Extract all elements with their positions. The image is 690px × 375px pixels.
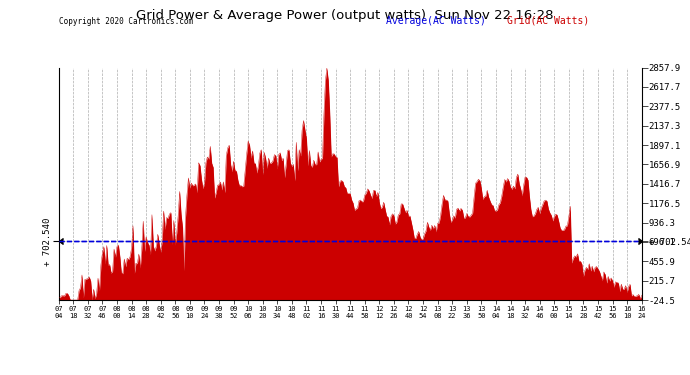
Text: Grid(AC Watts): Grid(AC Watts) xyxy=(507,16,589,26)
Text: Average(AC Watts): Average(AC Watts) xyxy=(386,16,486,26)
Text: Grid Power & Average Power (output watts)  Sun Nov 22 16:28: Grid Power & Average Power (output watts… xyxy=(136,9,554,22)
Text: Copyright 2020 Cartronics.com: Copyright 2020 Cartronics.com xyxy=(59,17,193,26)
